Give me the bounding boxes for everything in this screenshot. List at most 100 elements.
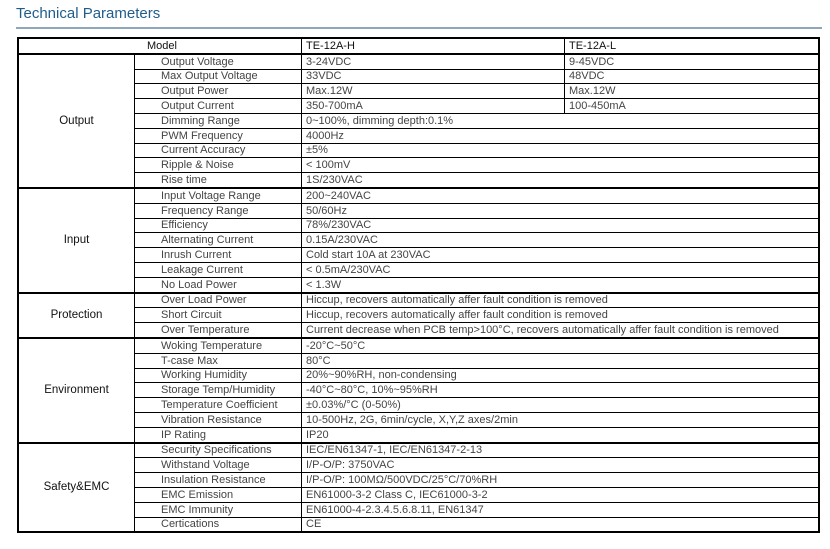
parameter-name: Vibration Resistance: [134, 411, 302, 428]
value: < 100mV: [301, 157, 820, 174]
group-label: Environment: [17, 336, 135, 444]
table-row: PWM Frequency 4000Hz: [18, 127, 820, 144]
table-row: Certications CE: [18, 516, 820, 533]
value: 10-500Hz, 2G, 6min/cycle, X,Y,Z axes/2mi…: [301, 411, 820, 428]
group-label: Safety&EMC: [17, 441, 135, 533]
parameter-name: Over Load Power: [134, 291, 302, 309]
table-row: Insulation Resistance I/P-O/P: 100MΩ/500V…: [18, 472, 820, 488]
model-header: Model: [17, 37, 302, 55]
table-row: Output Output Voltage 3-24VDC 9-45VDC: [17, 52, 820, 189]
parameter-name: Over Temperature: [134, 322, 302, 339]
value-l: 48VDC: [564, 68, 820, 85]
parameter-name: IP Rating: [134, 426, 302, 444]
value: -20°C~50°C: [301, 336, 820, 354]
parameter-name: Efficiency: [134, 217, 302, 234]
value: IEC/EN61347-1, IEC/EN61347-2-13: [301, 441, 820, 459]
parameter-name: Withstand Voltage: [134, 457, 302, 474]
table-row: Inrush Current Cold start 10A at 230VAC: [18, 247, 820, 263]
parameter-name: Output Voltage: [134, 52, 302, 70]
table-row: Input Input Voltage Range 200~240VAC: [17, 186, 820, 294]
table-row: No Load Power < 1.3W: [18, 276, 820, 294]
parameter-name: Temperature Coefficient: [134, 397, 302, 413]
parameter-name: PWM Frequency: [134, 127, 302, 144]
value: Hiccup, recovers automatically affer fau…: [301, 307, 820, 324]
parameter-name: Ripple & Noise: [134, 157, 302, 174]
model-h-header: TE-12A-H: [301, 37, 565, 55]
table-row: Frequency Range 50/60Hz: [18, 202, 820, 219]
value-h: Max.12W: [301, 83, 565, 100]
model-l-header: TE-12A-L: [564, 37, 820, 55]
parameter-name: Working Humidity: [134, 367, 302, 384]
value-l: 9-45VDC: [564, 52, 820, 70]
table-row: Temperature Coefficient ±0.03%/°C (0-50%): [18, 397, 820, 413]
value: I/P-O/P: 100MΩ/500VDC/25°C/70%RH: [301, 472, 820, 488]
parameter-name: Inrush Current: [134, 247, 302, 263]
parameter-name: No Load Power: [134, 276, 302, 294]
title-divider: [16, 27, 822, 29]
table-row: Dimming Range 0~100%, dimming depth:0.1%: [18, 112, 820, 129]
parameter-name: Current Accuracy: [134, 142, 302, 159]
table-row: Withstand Voltage I/P-O/P: 3750VAC: [18, 457, 820, 474]
value: EN61000-4-2.3.4.5.6.8.11, EN61347: [301, 501, 820, 518]
value: Cold start 10A at 230VAC: [301, 247, 820, 263]
table-row: Efficiency 78%/230VAC: [18, 217, 820, 234]
parameter-name: Max Output Voltage: [134, 68, 302, 85]
parameter-name: Storage Temp/Humidity: [134, 382, 302, 399]
group-label: Protection: [17, 291, 135, 339]
parameter-name: Security Specifications: [134, 441, 302, 459]
parameter-name: Certications: [134, 516, 302, 533]
table-row: Safety&EMC Security Specifications IEC/EN6…: [17, 441, 820, 533]
value: 50/60Hz: [301, 202, 820, 219]
table-row: Output Power Max.12W Max.12W: [18, 83, 820, 100]
value: Hiccup, recovers automatically affer fau…: [301, 291, 820, 309]
table-row: Leakage Current < 0.5mA/230VAC: [18, 261, 820, 278]
table-row: Max Output Voltage 33VDC 48VDC: [18, 68, 820, 85]
value: 78%/230VAC: [301, 217, 820, 234]
value-h: 350-700mA: [301, 98, 565, 114]
table-row: Alternating Current 0.15A/230VAC: [18, 232, 820, 249]
table-row: Short Circuit Hiccup, recovers automatica…: [18, 307, 820, 324]
table-row: IP Rating IP20: [18, 426, 820, 444]
parameter-name: EMC Immunity: [134, 501, 302, 518]
value: < 0.5mA/230VAC: [301, 261, 820, 278]
value: < 1.3W: [301, 276, 820, 294]
parameter-name: Frequency Range: [134, 202, 302, 219]
value: 4000Hz: [301, 127, 820, 144]
group-label: Input: [17, 186, 135, 294]
parameter-name: Alternating Current: [134, 232, 302, 249]
parameter-name: Leakage Current: [134, 261, 302, 278]
value-h: 3-24VDC: [301, 52, 565, 70]
page-title: Technical Parameters: [16, 5, 161, 22]
table-row: EMC Emission EN61000-3-2 Class C, IEC6100…: [18, 486, 820, 503]
parameter-name: Insulation Resistance: [134, 472, 302, 488]
value: ±5%: [301, 142, 820, 159]
parameters-table: Model TE-12A-H TE-12A-L Output Output Vol…: [17, 37, 820, 534]
table-row: Storage Temp/Humidity -40°C~80°C, 10%~95%…: [18, 382, 820, 399]
table-row: Current Accuracy ±5%: [18, 142, 820, 159]
table-row: Working Humidity 20%~90%RH, non-condensin…: [18, 367, 820, 384]
parameter-name: T-case Max: [134, 352, 302, 369]
parameter-name: Short Circuit: [134, 307, 302, 324]
value: 0~100%, dimming depth:0.1%: [301, 112, 820, 129]
parameter-name: EMC Emission: [134, 486, 302, 503]
parameter-name: Output Current: [134, 98, 302, 114]
parameter-name: Input Voltage Range: [134, 186, 302, 204]
table-row: Vibration Resistance 10-500Hz, 2G, 6min/c…: [18, 411, 820, 428]
value: 200~240VAC: [301, 186, 820, 204]
table-row: Ripple & Noise < 100mV: [18, 157, 820, 174]
parameter-name: Output Power: [134, 83, 302, 100]
value-l: Max.12W: [564, 83, 820, 100]
value: ±0.03%/°C (0-50%): [301, 397, 820, 413]
parameter-name: Rise time: [134, 172, 302, 189]
table-row: EMC Immunity EN61000-4-2.3.4.5.6.8.11, EN…: [18, 501, 820, 518]
header-row: Model TE-12A-H TE-12A-L: [17, 37, 820, 55]
table-row: T-case Max 80°C: [18, 352, 820, 369]
value: CE: [301, 516, 820, 533]
table-row: Over Temperature Current decrease when PC…: [18, 322, 820, 339]
table-row: Protection Over Load Power Hiccup, recover…: [17, 291, 820, 339]
table-row: Environment Woking Temperature -20°C~50°C: [17, 336, 820, 444]
table-row: Rise time 1S/230VAC: [18, 172, 820, 189]
table-row: Output Current 350-700mA 100-450mA: [18, 98, 820, 114]
value-l: 100-450mA: [564, 98, 820, 114]
value: I/P-O/P: 3750VAC: [301, 457, 820, 474]
